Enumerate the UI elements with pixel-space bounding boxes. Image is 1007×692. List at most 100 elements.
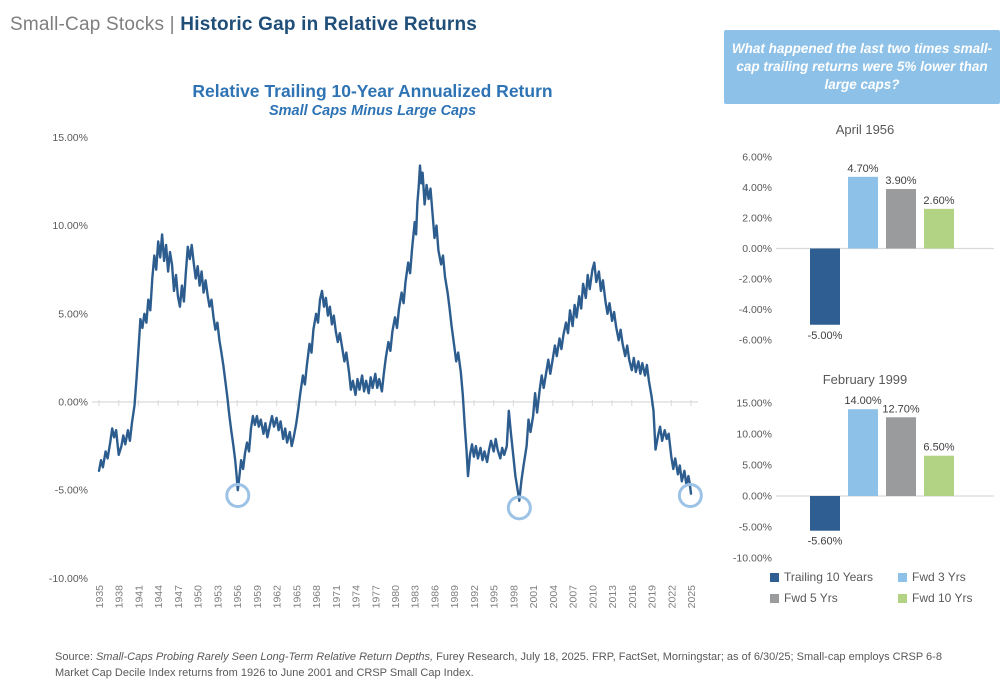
- legend-label: Fwd 3 Yrs: [912, 570, 966, 584]
- legend-item: Fwd 3 Yrs: [898, 570, 1002, 584]
- x-axis-tick-label: 2013: [607, 585, 619, 609]
- legend-item: Trailing 10 Years: [770, 570, 898, 584]
- bar-value-label: -5.00%: [808, 330, 843, 342]
- x-axis-tick-label: 2019: [647, 585, 659, 609]
- chart-title: Relative Trailing 10-Year Annualized Ret…: [192, 81, 553, 101]
- legend-label: Trailing 10 Years: [784, 570, 873, 584]
- annotation-circle: [506, 495, 532, 521]
- x-axis-tick-label: 2004: [548, 585, 560, 609]
- page-title: Small-Cap Stocks | Historic Gap in Relat…: [10, 14, 477, 36]
- line-chart: 15.00% 10.00% 5.00% 0.00% -5.00% -10.00% 1935 1…: [49, 132, 703, 609]
- bar-chart-april-1956: 6.00% 4.00% 2.00% 0.00% -2.00% -4.00% -6.00% -5…: [739, 152, 994, 347]
- callout-note: What happened the last two times small-c…: [724, 30, 1000, 104]
- x-axis-tick-label: 1989: [449, 585, 461, 609]
- inset-chart-title: April 1956: [835, 122, 895, 137]
- chart-subtitle: Small Caps Minus Large Caps: [268, 103, 477, 119]
- annotation-circle: [677, 482, 703, 508]
- y-axis-tick-label: -10.00%: [733, 553, 772, 565]
- y-axis-tick-label: 2.00%: [742, 213, 772, 225]
- bar-chart-february-1999: 15.00% 10.00% 5.00% 0.00% -5.00% -10.00% -5.60…: [733, 395, 994, 565]
- source-note: Source: Small-Caps Probing Rarely Seen L…: [55, 650, 967, 682]
- inset-chart-february-1999: February 1999 15.00% 10.00% 5.00% 0.00% -5.0…: [728, 370, 1002, 580]
- y-axis-tick-label: 0.00%: [742, 491, 772, 503]
- x-axis-tick-label: 1935: [94, 585, 106, 609]
- legend-swatch-fwd-3-yrs: [898, 572, 907, 582]
- source-rest: Furey Research, July 18, 2025. FRP, Fact…: [55, 651, 942, 679]
- x-axis-tick-label: 1959: [252, 585, 264, 609]
- legend-item: Fwd 5 Yrs: [770, 591, 898, 605]
- x-axis-tick-label: 1983: [410, 585, 422, 609]
- x-axis-tick-label: 2007: [568, 585, 580, 609]
- bar-fwd-10-yrs: [924, 208, 954, 249]
- y-axis-tick-label: 15.00%: [52, 132, 88, 144]
- bar-value-label: 2.60%: [923, 195, 954, 207]
- bar-value-label: 14.00%: [844, 395, 882, 407]
- x-axis-tick-label: 1971: [331, 585, 343, 609]
- y-axis-tick-label: 10.00%: [52, 220, 88, 232]
- legend-label: Fwd 5 Yrs: [784, 591, 838, 605]
- x-axis-tick-label: 1974: [351, 585, 363, 609]
- x-axis-tick-label: 1992: [469, 585, 481, 609]
- x-axis-tick-label: 1962: [272, 585, 284, 609]
- y-axis-tick-label: 0.00%: [58, 397, 88, 409]
- x-axis-tick-label: 2016: [627, 585, 639, 609]
- x-axis-tick-label: 2010: [587, 585, 599, 609]
- y-axis-tick-label: -2.00%: [739, 274, 772, 286]
- legend-swatch-trailing-10-years: [770, 572, 779, 582]
- y-axis-tick-label: 10.00%: [736, 429, 772, 441]
- y-axis-tick-label: -6.00%: [739, 335, 772, 347]
- inset-chart-april-1956: April 1956 6.00% 4.00% 2.00% 0.00% -2.00% -4.…: [728, 120, 1002, 360]
- x-axis-tick-label: 1944: [153, 585, 165, 609]
- x-axis-tick-label: 1941: [133, 585, 145, 609]
- x-axis-tick-label: 1995: [489, 585, 501, 609]
- y-axis-tick-label: 15.00%: [736, 398, 772, 410]
- y-axis-tick-label: -5.00%: [739, 522, 772, 534]
- y-axis-tick-label: 5.00%: [742, 460, 772, 472]
- x-axis-tick-label: 1977: [370, 585, 382, 609]
- callout-text: What happened the last two times small-c…: [731, 41, 993, 92]
- y-axis-tick-label: 4.00%: [742, 182, 772, 194]
- x-axis-tick-label: 1953: [212, 585, 224, 609]
- bar-fwd-5-yrs: [886, 189, 916, 249]
- page-title-prefix: Small-Cap Stocks |: [10, 14, 181, 35]
- trend-line: [97, 164, 693, 502]
- x-axis-tick-label: 1965: [291, 585, 303, 609]
- bar-trailing-10-years: [810, 496, 840, 531]
- x-axis-tick-label: 1968: [311, 585, 323, 609]
- y-axis-tick-label: -5.00%: [55, 485, 88, 497]
- x-axis-tick-label: 1986: [429, 585, 441, 609]
- x-axis-tick-label: 1947: [173, 585, 185, 609]
- legend-swatch-fwd-10-yrs: [898, 593, 907, 603]
- page-title-main: Historic Gap in Relative Returns: [180, 14, 478, 35]
- bar-value-label: 6.50%: [923, 442, 954, 454]
- y-axis-tick-label: 5.00%: [58, 308, 88, 320]
- source-title-italic: Small-Caps Probing Rarely Seen Long-Term…: [95, 651, 434, 663]
- bar-value-label: 12.70%: [882, 403, 920, 415]
- source-label: Source:: [55, 651, 96, 663]
- legend-item: Fwd 10 Yrs: [898, 591, 1002, 605]
- y-axis-tick-label: 6.00%: [742, 152, 772, 164]
- x-axis-tick-label: 2022: [666, 585, 678, 609]
- legend: Trailing 10 Years Fwd 3 Yrs Fwd 5 Yrs Fw…: [728, 570, 1002, 605]
- bar-fwd-3-yrs: [848, 409, 878, 496]
- y-axis-tick-label: -10.00%: [49, 573, 88, 585]
- x-axis-tick-label: 1950: [193, 585, 205, 609]
- bar-trailing-10-years: [810, 248, 840, 325]
- bar-value-label: 3.90%: [885, 175, 916, 187]
- x-axis-tick-label: 1956: [232, 585, 244, 609]
- y-axis-tick-label: 0.00%: [742, 243, 772, 255]
- annotation-circle: [225, 482, 251, 508]
- x-axis-tick-label: 1938: [114, 585, 126, 609]
- bar-fwd-3-yrs: [848, 176, 878, 249]
- x-axis-tick-label: 1998: [508, 585, 520, 609]
- bar-fwd-10-yrs: [924, 455, 954, 496]
- x-axis-tick-label: 2025: [686, 585, 698, 609]
- bar-value-label: -5.60%: [808, 536, 843, 548]
- legend-swatch-fwd-5-yrs: [770, 593, 779, 603]
- y-axis-tick-label: -4.00%: [739, 304, 772, 316]
- bar-value-label: 4.70%: [847, 163, 878, 175]
- x-axis-tick-label: 1980: [390, 585, 402, 609]
- legend-label: Fwd 10 Yrs: [912, 591, 973, 605]
- bar-fwd-5-yrs: [886, 417, 916, 496]
